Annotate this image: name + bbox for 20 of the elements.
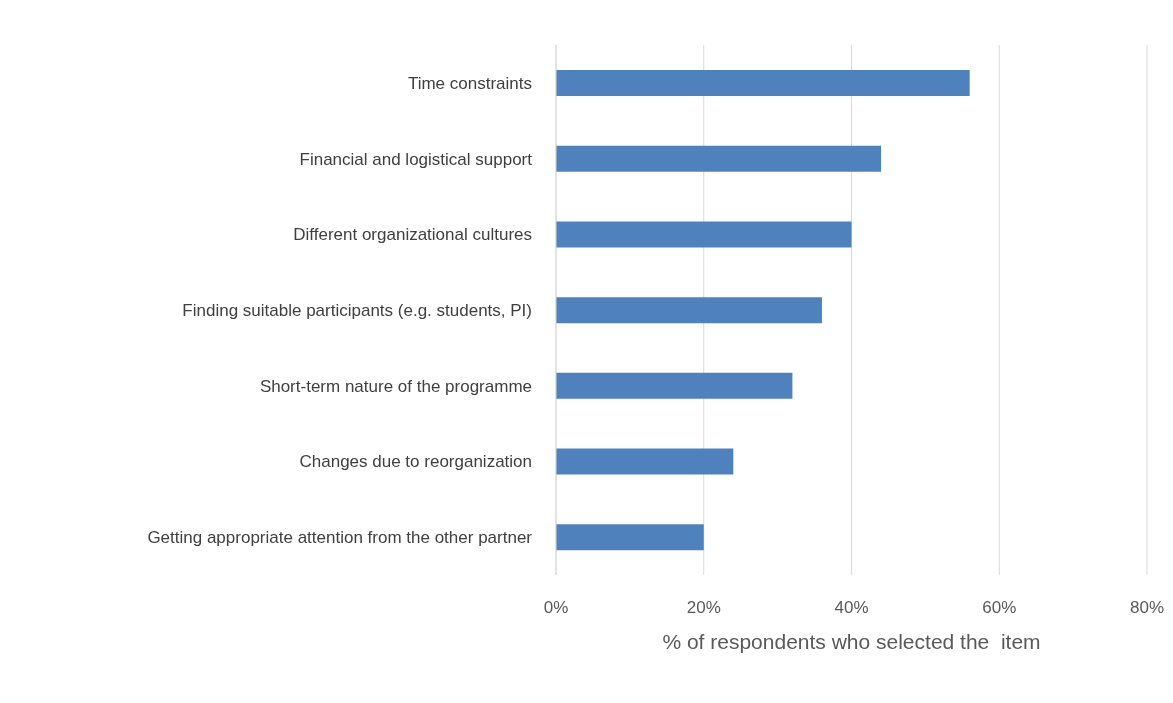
bar	[556, 145, 882, 172]
bar	[556, 297, 822, 324]
x-tick-label: 40%	[834, 598, 869, 618]
y-tick-label: Different organizational cultures	[293, 225, 532, 245]
y-tick-label: Getting appropriate attention from the other partner	[147, 528, 533, 548]
bar	[556, 69, 970, 96]
x-tick-label: 0%	[543, 598, 569, 618]
bar	[556, 448, 734, 475]
x-axis-title: % of respondents who selected the item	[661, 630, 1042, 654]
bar	[556, 221, 852, 248]
x-tick-label: 80%	[1129, 598, 1165, 618]
y-tick-label: Time constraints	[407, 73, 532, 93]
bar	[556, 524, 704, 551]
x-tick-label: 60%	[982, 598, 1017, 618]
y-tick-label: Short-term nature of the programme	[259, 376, 532, 396]
y-tick-label: Financial and logistical support	[299, 149, 533, 169]
bar	[556, 372, 793, 399]
x-tick-label: 20%	[686, 598, 721, 618]
y-tick-label: Finding suitable participants (e.g. students, PI)	[182, 301, 532, 321]
y-tick-label: Changes due to reorganization	[299, 452, 532, 472]
